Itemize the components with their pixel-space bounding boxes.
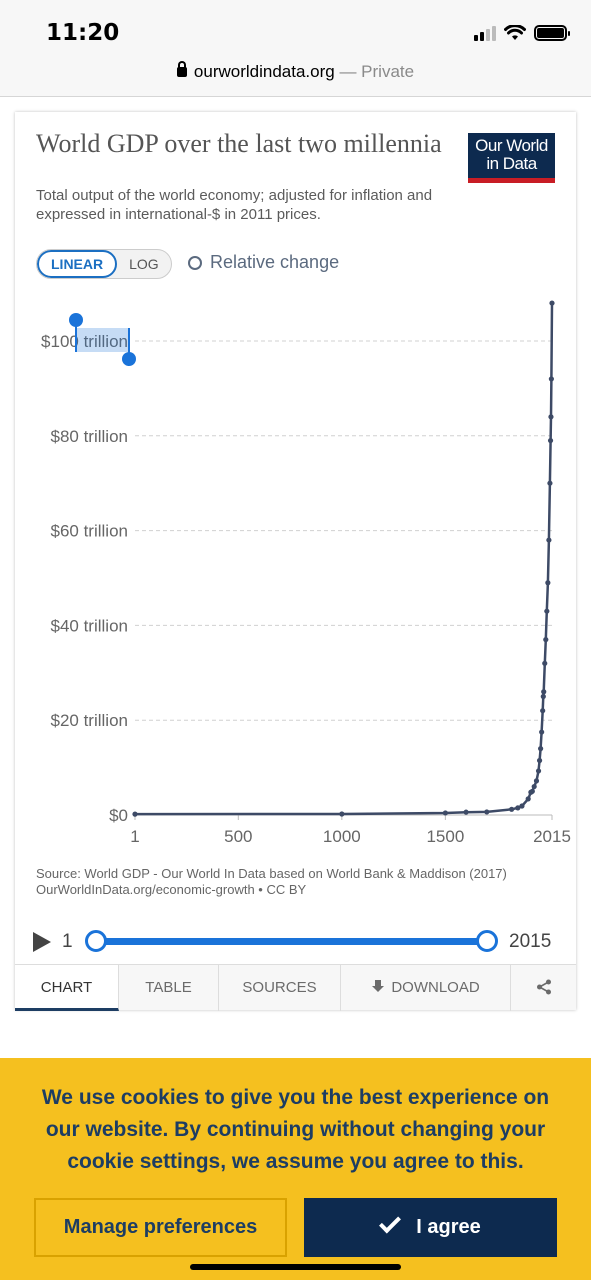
gdp-line-chart: $0 $20 trillion $40 trillion $60 trillion $8…	[41, 300, 571, 846]
home-indicator	[190, 1264, 401, 1270]
y-tick-label: $0	[109, 806, 128, 825]
agree-label: I agree	[416, 1216, 481, 1238]
chart-tabs: CHART TABLE SOURCES DOWNLOAD	[15, 964, 576, 1011]
relative-change-toggle[interactable]: Relative change	[188, 252, 339, 273]
cookie-banner: We use cookies to give you the best expe…	[0, 1058, 591, 1280]
url-domain: ourworldindata.org	[193, 62, 335, 81]
owid-logo[interactable]: Our World in Data	[468, 133, 555, 183]
data-point	[463, 809, 469, 815]
x-tick-label: 1000	[323, 827, 361, 846]
series-line	[134, 303, 554, 816]
data-point	[339, 811, 345, 817]
data-point	[546, 537, 552, 543]
tab-share[interactable]	[511, 965, 576, 1011]
data-point	[541, 689, 547, 695]
source-line: Source: World GDP - Our World In Data ba…	[36, 866, 507, 881]
tab-download[interactable]: DOWNLOAD	[341, 965, 511, 1011]
status-time: 11:20	[46, 20, 120, 46]
y-tick-label: $100 trillion	[41, 332, 128, 351]
linear-button[interactable]: LINEAR	[37, 250, 118, 278]
cookie-message: We use cookies to give you the best expe…	[41, 1086, 550, 1173]
data-point	[547, 480, 553, 486]
data-point	[540, 693, 546, 700]
data-point	[529, 788, 535, 794]
chart-title: World GDP over the last two millennia	[36, 129, 442, 158]
data-point	[539, 729, 545, 735]
selection-end-handle	[122, 352, 136, 366]
data-point	[544, 608, 550, 614]
y-tick-label: $20 trillion	[51, 711, 129, 730]
data-point	[525, 796, 531, 802]
source-license: OurWorldInData.org/economic-growth • CC …	[36, 882, 307, 897]
data-point	[542, 660, 548, 666]
url-private: — Private	[334, 62, 415, 81]
data-point	[535, 768, 542, 774]
data-point	[547, 437, 554, 444]
y-tick-label: $60 trillion	[51, 522, 129, 541]
chart-card: World GDP over the last two millennia To…	[15, 112, 576, 1011]
chart-source: Source: World GDP - Our World In Data ba…	[36, 866, 536, 898]
timeline-track[interactable]	[96, 938, 488, 945]
browser-chrome: 11:20 ourworldindata.org — Private	[0, 0, 591, 97]
timeline-end-handle[interactable]	[476, 930, 498, 952]
data-point	[519, 803, 525, 809]
x-tick-label: 500	[224, 827, 252, 846]
data-point	[515, 805, 521, 811]
scale-toggle: LINEAR LOG	[36, 249, 172, 279]
lock-icon	[176, 61, 187, 77]
timeline: 1 2015	[15, 927, 576, 957]
radio-icon	[188, 255, 202, 270]
y-tick-label: $40 trillion	[51, 616, 129, 635]
signal-icon	[474, 25, 496, 41]
manage-preferences-button[interactable]: Manage preferences	[34, 1198, 287, 1257]
agree-button[interactable]: I agree	[304, 1198, 557, 1257]
data-point	[543, 637, 549, 643]
x-tick-label: 2015	[533, 827, 571, 846]
data-point	[545, 580, 551, 586]
logo-line2: in Data	[486, 154, 537, 173]
x-tick-label: 1	[130, 827, 139, 846]
data-point	[548, 376, 554, 382]
address-bar[interactable]: ourworldindata.org — Private	[0, 61, 591, 82]
play-icon[interactable]	[33, 932, 51, 952]
x-tick-label: 1500	[426, 827, 464, 846]
data-point	[549, 300, 555, 306]
status-icons	[474, 25, 570, 41]
share-icon	[536, 979, 551, 995]
data-point	[132, 811, 138, 817]
data-point	[540, 708, 546, 714]
download-label: DOWNLOAD	[391, 979, 480, 996]
chart-subtitle: Total output of the world economy; adjus…	[36, 187, 433, 223]
timeline-end-label: 2015	[509, 931, 552, 952]
wifi-icon	[504, 25, 526, 40]
selection-highlight	[76, 328, 129, 352]
download-icon	[371, 980, 385, 994]
logo-line1: Our World	[475, 136, 548, 155]
data-point	[442, 810, 448, 816]
data-point	[531, 783, 537, 790]
tab-sources[interactable]: SOURCES	[219, 965, 341, 1011]
tab-chart[interactable]: CHART	[15, 965, 119, 1011]
data-point	[509, 806, 515, 812]
timeline-start-handle[interactable]	[85, 930, 107, 952]
timeline-start-label: 1	[62, 931, 73, 952]
relative-change-label: Relative change	[210, 252, 340, 272]
log-button[interactable]: LOG	[129, 256, 159, 272]
y-tick-label: $80 trillion	[51, 427, 129, 446]
tab-table[interactable]: TABLE	[119, 965, 219, 1011]
data-point	[536, 757, 543, 764]
data-point	[533, 778, 540, 784]
data-point	[548, 414, 554, 420]
selection-start-handle	[69, 313, 83, 327]
check-icon	[379, 1211, 402, 1234]
data-point	[538, 746, 544, 752]
battery-icon	[534, 25, 570, 41]
data-point	[484, 809, 490, 815]
